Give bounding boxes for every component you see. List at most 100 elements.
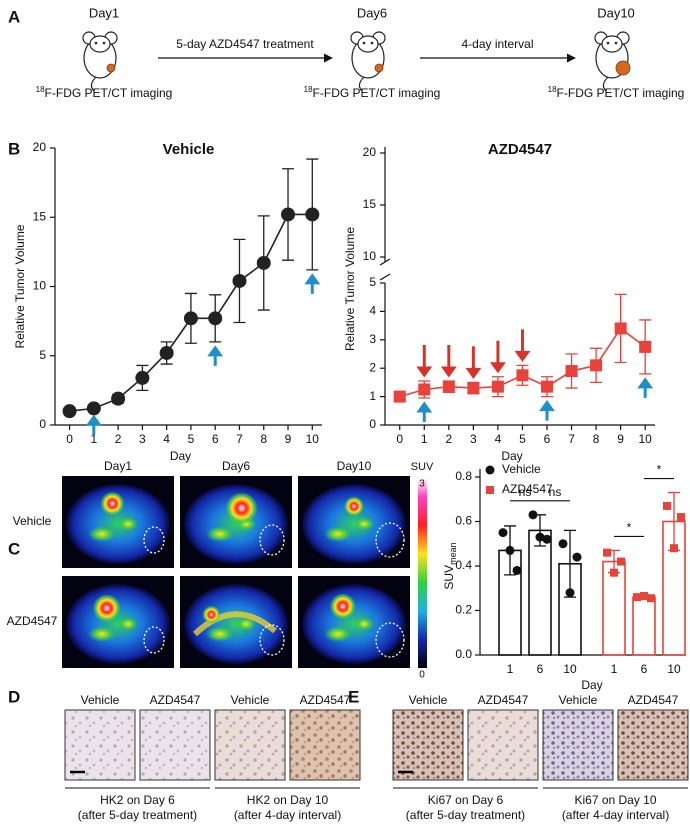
y-axis-label: SUVmean bbox=[442, 542, 458, 589]
significance-label: * bbox=[657, 463, 662, 477]
tumor-outline bbox=[143, 626, 165, 654]
arrow bbox=[207, 345, 224, 366]
point bbox=[528, 510, 538, 520]
imaging-sup: 18 bbox=[304, 85, 313, 94]
pet-image bbox=[62, 576, 174, 668]
column-label: AZD4547 bbox=[300, 693, 351, 707]
column-label: Vehicle bbox=[231, 693, 270, 707]
mouse-tail bbox=[602, 76, 609, 92]
y-tick-label: 4 bbox=[369, 304, 376, 318]
mouse-eye bbox=[94, 41, 98, 45]
imaging-text: F-FDG PET/CT imaging bbox=[313, 86, 441, 100]
tumor-outline bbox=[259, 624, 285, 656]
mouse-eye bbox=[102, 41, 106, 45]
point bbox=[565, 588, 575, 598]
mouse-head bbox=[601, 35, 623, 53]
marker bbox=[590, 359, 603, 372]
point bbox=[610, 568, 618, 577]
day-label: Day1 bbox=[89, 5, 119, 20]
y-tick-label: 10 bbox=[363, 249, 377, 263]
point bbox=[572, 552, 582, 562]
imaging-label: 18F-FDG PET/CT imaging bbox=[304, 85, 441, 100]
x-tick-label: 1 bbox=[507, 662, 514, 676]
ihc-image bbox=[392, 709, 464, 781]
row-label: Vehicle bbox=[13, 514, 52, 528]
pet-image bbox=[298, 576, 410, 668]
x-tick-label: 6 bbox=[544, 432, 551, 446]
marker bbox=[614, 322, 627, 335]
y-tick-label: 20 bbox=[363, 145, 377, 159]
colorbar-max: 3 bbox=[419, 479, 425, 490]
group-title: Ki67 on Day 6 bbox=[428, 793, 504, 807]
point bbox=[663, 501, 671, 510]
pet-uptake bbox=[354, 517, 374, 531]
x-tick-label: 10 bbox=[306, 432, 320, 446]
x-tick-label: 2 bbox=[445, 432, 452, 446]
arrow bbox=[85, 414, 102, 436]
x-tick-label: 5 bbox=[188, 432, 195, 446]
tumor bbox=[615, 60, 631, 76]
significance-label: ns bbox=[549, 485, 562, 499]
pet-uptake bbox=[206, 626, 234, 642]
marker bbox=[393, 390, 406, 403]
x-tick-label: 10 bbox=[639, 432, 653, 446]
marker bbox=[281, 207, 296, 222]
legend-label: AZD4547 bbox=[502, 482, 553, 496]
mouse-eye bbox=[362, 41, 366, 45]
ihc-image bbox=[467, 709, 539, 781]
significance-label: ns bbox=[519, 485, 532, 499]
y-tick-label: 0 bbox=[369, 417, 376, 431]
x-tick-label: 0 bbox=[396, 432, 403, 446]
y-tick-label: 0.0 bbox=[455, 647, 472, 661]
marker bbox=[208, 311, 223, 326]
arrow bbox=[514, 329, 531, 362]
marker bbox=[639, 340, 652, 353]
point bbox=[535, 532, 545, 542]
mouse-tail bbox=[90, 76, 97, 92]
x-tick-label: 8 bbox=[593, 432, 600, 446]
imaging-sup: 18 bbox=[36, 85, 45, 94]
pet-image bbox=[180, 576, 292, 668]
axis-break bbox=[379, 258, 391, 266]
point bbox=[617, 557, 625, 566]
panel-label: B bbox=[8, 139, 20, 158]
pet-hotspot bbox=[92, 594, 121, 623]
pet-hotspot bbox=[225, 492, 258, 525]
tumor-outline bbox=[375, 522, 405, 558]
mouse-head bbox=[89, 35, 111, 53]
mouse-icon bbox=[350, 31, 386, 92]
x-axis-label: Day bbox=[170, 449, 191, 463]
y-tick-label: 0.4 bbox=[455, 558, 472, 572]
imaging-text: F-FDG PET/CT imaging bbox=[45, 86, 173, 100]
row-label: AZD4547 bbox=[7, 614, 58, 628]
group-note: (after 4-day interval) bbox=[562, 808, 669, 822]
column-label: Day1 bbox=[104, 459, 132, 473]
x-axis-label: Day bbox=[581, 678, 602, 692]
y-tick-label: 0 bbox=[39, 417, 46, 431]
x-tick-label: 7 bbox=[236, 432, 243, 446]
x-tick-label: 6 bbox=[641, 662, 648, 676]
pet-uptake bbox=[324, 526, 352, 542]
ihc-image bbox=[289, 709, 361, 781]
pet-uptake bbox=[118, 617, 138, 631]
point bbox=[512, 565, 522, 575]
imaging-sup: 18 bbox=[548, 85, 557, 94]
marker bbox=[491, 380, 504, 393]
pet-hotspot bbox=[100, 491, 125, 516]
x-tick-label: 1 bbox=[421, 432, 428, 446]
mouse-icon bbox=[594, 31, 631, 92]
point bbox=[633, 593, 641, 602]
imaging-label: 18F-FDG PET/CT imaging bbox=[36, 85, 173, 100]
mouse-icon bbox=[82, 31, 118, 92]
pet-uptake bbox=[354, 617, 374, 631]
tumor-outline bbox=[143, 526, 165, 554]
arrow bbox=[304, 273, 321, 294]
group-title: Ki67 on Day 10 bbox=[574, 793, 656, 807]
panel-label: E bbox=[348, 687, 359, 706]
y-tick-label: 0.6 bbox=[455, 514, 472, 528]
x-tick-label: 2 bbox=[115, 432, 122, 446]
y-tick-label: 5 bbox=[39, 348, 46, 362]
marker bbox=[232, 273, 247, 288]
x-tick-label: 7 bbox=[568, 432, 575, 446]
marker bbox=[541, 380, 553, 393]
